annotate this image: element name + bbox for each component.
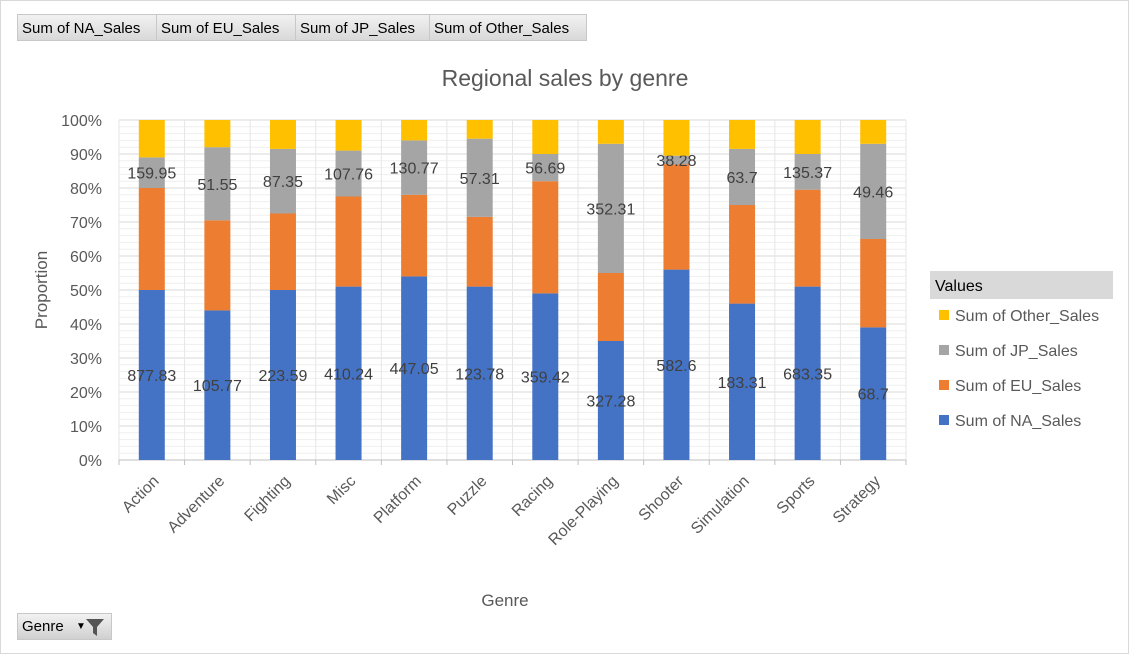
field-button-other-sales[interactable]: Sum of Other_Sales [429, 14, 587, 41]
field-button-eu-sales[interactable]: Sum of EU_Sales [156, 14, 296, 41]
field-button-na-sales[interactable]: Sum of NA_Sales [17, 14, 157, 41]
field-button-jp-sales[interactable]: Sum of JP_Sales [295, 14, 430, 41]
genre-filter-button[interactable]: Genre ▼ [17, 613, 112, 640]
filter-icon [86, 619, 104, 636]
dropdown-arrow-icon: ▼ [76, 621, 86, 632]
genre-filter-label: Genre [22, 618, 64, 635]
